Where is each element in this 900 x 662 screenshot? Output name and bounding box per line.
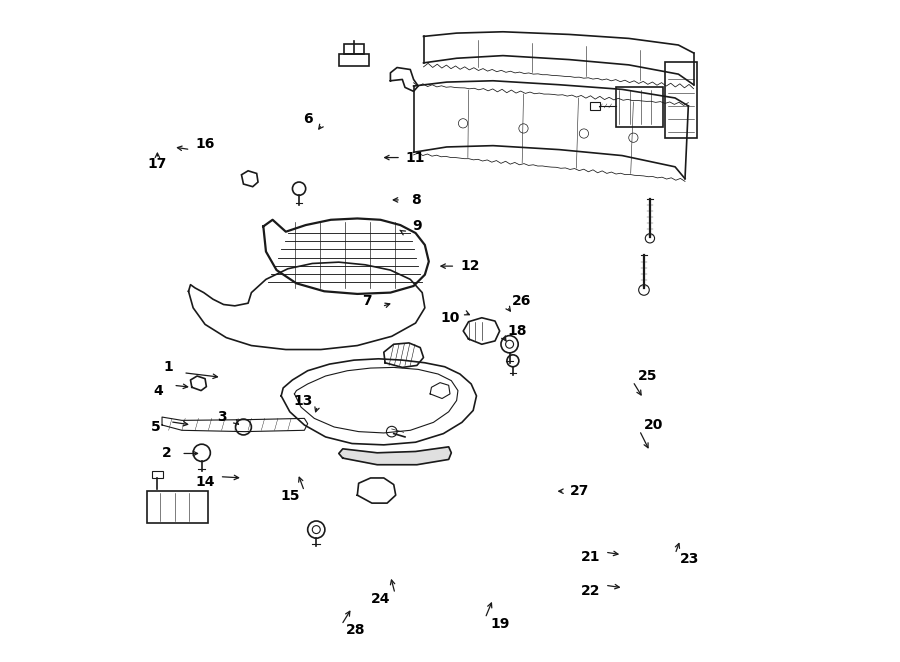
Bar (339, 54, 369, 66)
Text: 2: 2 (162, 446, 172, 461)
Polygon shape (191, 376, 206, 391)
Polygon shape (281, 359, 476, 445)
Text: 12: 12 (460, 259, 480, 273)
Text: 21: 21 (580, 550, 600, 565)
Text: 13: 13 (293, 393, 312, 408)
Polygon shape (162, 417, 308, 432)
Polygon shape (188, 262, 425, 350)
Text: 19: 19 (490, 616, 509, 631)
Text: 20: 20 (644, 418, 663, 432)
Polygon shape (357, 478, 396, 503)
Polygon shape (464, 318, 500, 344)
Text: 14: 14 (195, 475, 215, 489)
Text: 25: 25 (637, 369, 657, 383)
Text: 27: 27 (570, 484, 589, 498)
Text: 4: 4 (154, 383, 164, 398)
Text: 7: 7 (363, 294, 372, 308)
Text: 16: 16 (195, 137, 215, 152)
Text: 26: 26 (512, 294, 531, 308)
Text: 10: 10 (440, 310, 460, 325)
Text: 17: 17 (148, 157, 167, 171)
Text: 8: 8 (410, 193, 420, 207)
Polygon shape (264, 218, 428, 294)
Text: 5: 5 (150, 420, 160, 434)
Bar (665, 62, 697, 138)
Text: 23: 23 (680, 552, 699, 567)
Bar (344, 44, 364, 54)
Bar (590, 102, 599, 110)
Text: 24: 24 (371, 592, 391, 606)
Bar (147, 491, 208, 523)
Text: 11: 11 (406, 150, 426, 165)
Text: 6: 6 (303, 112, 312, 126)
Bar (616, 87, 663, 127)
Text: 18: 18 (508, 324, 527, 338)
Text: 3: 3 (217, 410, 227, 424)
Text: 22: 22 (580, 583, 600, 598)
Bar (152, 471, 163, 478)
Text: 28: 28 (346, 623, 365, 638)
Polygon shape (338, 447, 451, 465)
Polygon shape (383, 343, 424, 367)
Text: 1: 1 (164, 360, 174, 375)
Text: 15: 15 (280, 489, 300, 504)
Polygon shape (430, 383, 450, 399)
Text: 9: 9 (412, 219, 422, 234)
